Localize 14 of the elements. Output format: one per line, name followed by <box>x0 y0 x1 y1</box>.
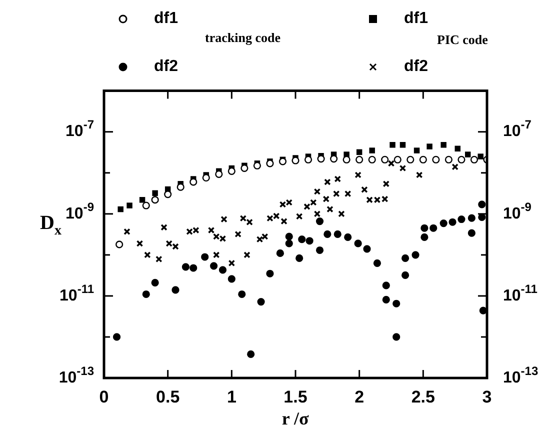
x-tick-label: 1 <box>226 388 236 407</box>
legend-label: df1 <box>404 10 428 28</box>
x-tick-label: 0.5 <box>156 388 180 407</box>
text: PIC code <box>437 32 488 48</box>
legend-label: df2 <box>154 58 178 76</box>
x-tick-label: 0 <box>99 388 109 407</box>
x-tick-label: 2 <box>354 388 364 407</box>
x-tick-label: 3 <box>482 388 492 407</box>
text: tracking code <box>205 30 280 46</box>
x-tick-label: 2.5 <box>411 388 435 407</box>
x-tick-label: 1.5 <box>284 388 308 407</box>
x-axis-title: r /σ <box>282 408 310 429</box>
legend-label: df1 <box>154 10 178 28</box>
legend-label: df2 <box>404 58 428 76</box>
